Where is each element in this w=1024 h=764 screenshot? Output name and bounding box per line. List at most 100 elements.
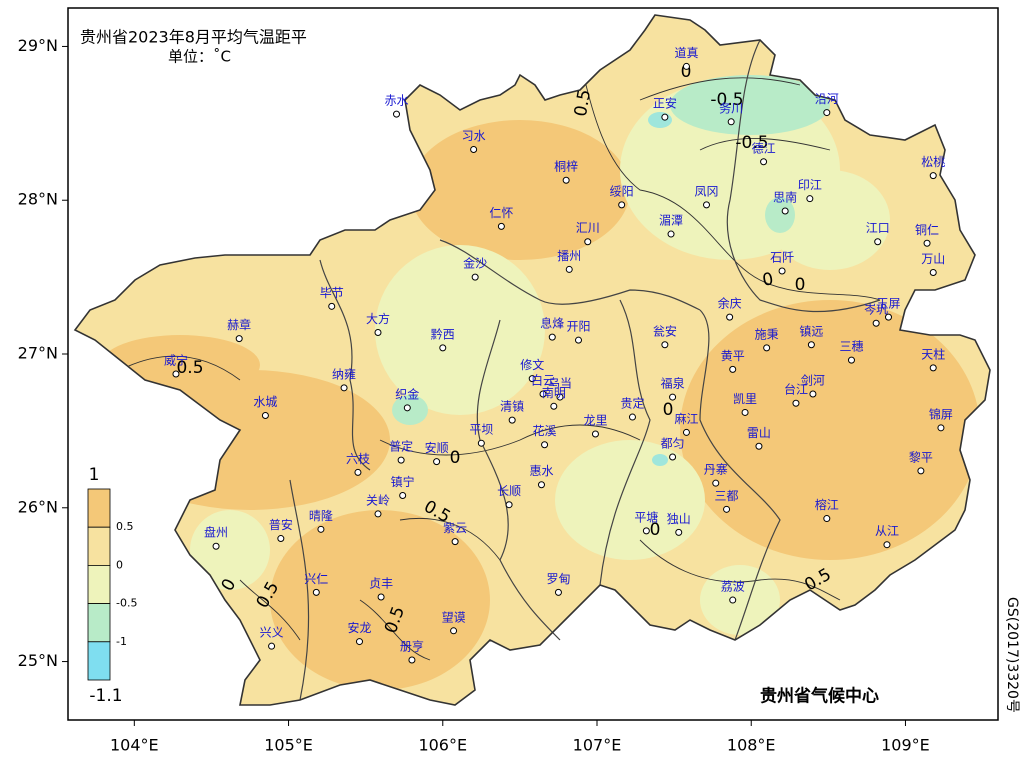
station-label: 镇宁 [391, 474, 415, 489]
contours [119, 39, 881, 661]
station-marker [403, 404, 411, 412]
station-label: 湄潭 [659, 214, 683, 228]
station-label: 沿河 [815, 92, 839, 106]
station-label: 普安 [269, 517, 293, 532]
station-marker [505, 501, 513, 509]
station-label: 长顺 [497, 484, 521, 498]
station-label: 习水 [462, 129, 486, 143]
station-marker [235, 335, 243, 343]
station-label: 威宁 [164, 352, 188, 367]
map-title: 贵州省2023年8月平均气温距平 [80, 28, 307, 47]
legend-box [87, 565, 111, 605]
station-label: 施秉 [755, 327, 779, 341]
station-label: 雷山 [747, 426, 771, 440]
station-marker [929, 172, 937, 180]
station-marker [917, 467, 925, 475]
station-marker [618, 201, 626, 209]
station-marker [528, 375, 536, 383]
station-label: 晴隆 [309, 508, 333, 523]
station-label: 瓮安 [653, 323, 677, 338]
station-label: 水城 [253, 395, 277, 409]
station-label: 白云 [531, 372, 555, 387]
station-marker [556, 393, 564, 401]
station-marker [726, 313, 734, 321]
station-marker [450, 627, 458, 635]
station-marker [374, 328, 382, 336]
station-marker [497, 222, 505, 230]
contour-label: 0 [795, 275, 806, 295]
station-marker [591, 430, 599, 438]
x-tick-label: 108°E [727, 736, 776, 755]
station-label: 南明 [542, 385, 566, 400]
station-marker [723, 505, 731, 513]
station-marker [408, 656, 416, 664]
station-marker [537, 481, 545, 489]
station-marker [574, 336, 582, 344]
station-label: 镇远 [799, 324, 823, 338]
station-marker [923, 239, 931, 247]
station-marker [682, 428, 690, 436]
contour-label: 0 [450, 448, 461, 468]
station-marker [729, 596, 737, 604]
station-label: 关岭 [366, 493, 390, 507]
station-marker [763, 344, 771, 352]
station-marker [667, 230, 675, 238]
station-marker [669, 453, 677, 461]
station-marker [172, 370, 180, 378]
station-label: 余庆 [718, 296, 742, 311]
x-tick-label: 105°E [264, 736, 313, 755]
station-marker [874, 238, 882, 246]
y-tick-label: 25°N [18, 651, 58, 670]
station-marker [340, 384, 348, 392]
station-marker [317, 525, 325, 533]
station-label: 桐梓 [554, 159, 578, 174]
station-marker [374, 510, 382, 518]
station-label: 开阳 [566, 320, 590, 334]
station-marker [778, 267, 786, 275]
station-label: 道真 [674, 46, 698, 60]
station-marker [792, 399, 800, 407]
station-marker [508, 416, 516, 424]
station-label: 锦屏 [929, 407, 953, 421]
station-label: 普定 [389, 439, 413, 454]
station-label: 黔西 [431, 326, 455, 341]
station-label: 正安 [653, 96, 677, 111]
contour-label: 0.5 [571, 88, 595, 118]
station-marker [268, 642, 276, 650]
station-marker [433, 458, 441, 466]
station-label: 凯里 [733, 392, 757, 406]
station-marker [328, 302, 336, 310]
station-marker [682, 62, 690, 70]
station-label: 剑河 [801, 372, 825, 387]
station-marker [550, 402, 558, 410]
station-label: 仁怀 [489, 206, 513, 220]
station-label: 金沙 [463, 256, 487, 271]
station-label: 织金 [395, 386, 419, 401]
station-label: 册亨 [400, 639, 424, 654]
station-marker [628, 413, 636, 421]
contour-label: 0 [663, 400, 674, 420]
station-marker [584, 238, 592, 246]
station-marker [937, 424, 945, 432]
station-marker [539, 390, 547, 398]
station-marker [354, 468, 362, 476]
station-marker [806, 195, 814, 203]
station-marker [642, 527, 650, 535]
station-label: 绥阳 [610, 184, 634, 198]
station-label: 六枝 [346, 451, 370, 466]
station-label: 平坝 [469, 423, 493, 437]
x-tick-label: 109°E [881, 736, 930, 755]
station-marker [727, 118, 735, 126]
station-marker [755, 442, 763, 450]
station-label: 播州 [557, 249, 581, 263]
station-label: 务川 [719, 100, 743, 115]
station-label: 惠水 [529, 464, 553, 478]
station-label: 岑巩 [864, 303, 888, 317]
station-label: 台江 [784, 382, 808, 397]
station-label: 榕江 [815, 497, 839, 512]
station-marker [355, 638, 363, 646]
station-label: 万山 [921, 252, 945, 266]
station-marker [439, 344, 447, 352]
